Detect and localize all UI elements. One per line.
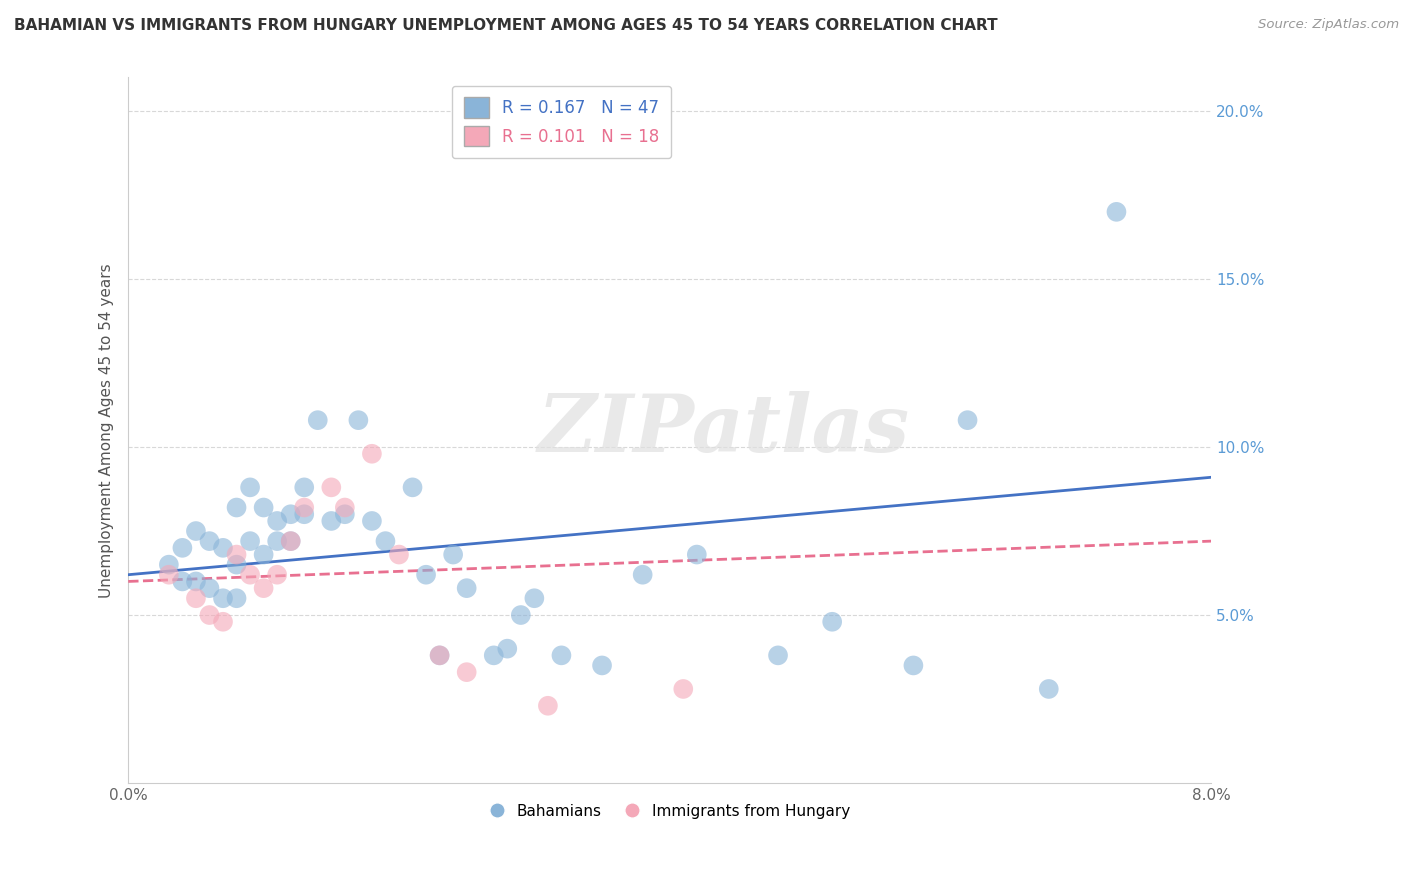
- Point: [482, 648, 505, 663]
- Point: [1038, 681, 1060, 696]
- Point: [672, 681, 695, 696]
- Point: [212, 541, 235, 555]
- Point: [198, 581, 221, 595]
- Point: [956, 413, 979, 427]
- Point: [333, 500, 356, 515]
- Point: [280, 534, 302, 549]
- Point: [225, 500, 247, 515]
- Point: [198, 608, 221, 623]
- Point: [903, 658, 925, 673]
- Point: [415, 567, 437, 582]
- Point: [523, 591, 546, 606]
- Point: [509, 608, 531, 623]
- Point: [252, 581, 274, 595]
- Point: [157, 567, 180, 582]
- Point: [266, 514, 288, 528]
- Text: Source: ZipAtlas.com: Source: ZipAtlas.com: [1258, 18, 1399, 31]
- Point: [292, 480, 315, 494]
- Point: [157, 558, 180, 572]
- Point: [292, 508, 315, 522]
- Point: [321, 514, 343, 528]
- Text: ZIPatlas: ZIPatlas: [538, 392, 910, 469]
- Point: [456, 665, 478, 680]
- Point: [292, 500, 315, 515]
- Point: [184, 574, 207, 589]
- Point: [347, 413, 370, 427]
- Point: [198, 534, 221, 549]
- Point: [172, 541, 194, 555]
- Point: [239, 534, 262, 549]
- Legend: Bahamians, Immigrants from Hungary: Bahamians, Immigrants from Hungary: [484, 797, 856, 825]
- Point: [321, 480, 343, 494]
- Point: [401, 480, 423, 494]
- Point: [429, 648, 451, 663]
- Point: [361, 514, 384, 528]
- Point: [496, 641, 519, 656]
- Point: [225, 558, 247, 572]
- Point: [280, 508, 302, 522]
- Point: [591, 658, 613, 673]
- Point: [252, 500, 274, 515]
- Point: [239, 480, 262, 494]
- Point: [266, 567, 288, 582]
- Point: [766, 648, 789, 663]
- Point: [1105, 204, 1128, 219]
- Point: [361, 447, 384, 461]
- Point: [441, 548, 464, 562]
- Point: [456, 581, 478, 595]
- Point: [172, 574, 194, 589]
- Point: [184, 591, 207, 606]
- Point: [239, 567, 262, 582]
- Point: [252, 548, 274, 562]
- Point: [225, 548, 247, 562]
- Point: [374, 534, 396, 549]
- Point: [821, 615, 844, 629]
- Point: [280, 534, 302, 549]
- Point: [631, 567, 654, 582]
- Point: [212, 591, 235, 606]
- Point: [550, 648, 572, 663]
- Point: [307, 413, 329, 427]
- Point: [388, 548, 411, 562]
- Point: [429, 648, 451, 663]
- Point: [225, 591, 247, 606]
- Point: [212, 615, 235, 629]
- Point: [333, 508, 356, 522]
- Point: [686, 548, 709, 562]
- Text: BAHAMIAN VS IMMIGRANTS FROM HUNGARY UNEMPLOYMENT AMONG AGES 45 TO 54 YEARS CORRE: BAHAMIAN VS IMMIGRANTS FROM HUNGARY UNEM…: [14, 18, 998, 33]
- Y-axis label: Unemployment Among Ages 45 to 54 years: Unemployment Among Ages 45 to 54 years: [100, 263, 114, 598]
- Point: [537, 698, 560, 713]
- Point: [266, 534, 288, 549]
- Point: [184, 524, 207, 538]
